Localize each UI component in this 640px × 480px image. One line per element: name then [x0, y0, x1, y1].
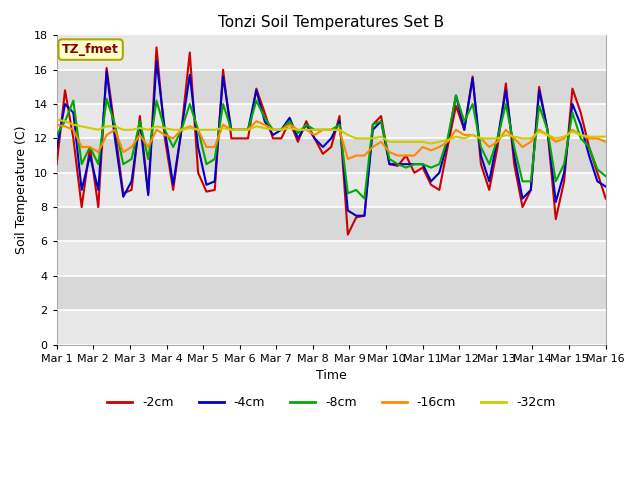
- -4cm: [153, 58, 161, 64]
- -4cm: [311, 135, 319, 141]
- -4cm: [95, 187, 102, 193]
- -4cm: [120, 194, 127, 200]
- -2cm: [95, 204, 102, 210]
- -32cm: [477, 135, 484, 141]
- -16cm: [568, 127, 576, 132]
- Bar: [57, 173, 605, 207]
- -8cm: [53, 132, 61, 138]
- -2cm: [311, 135, 319, 141]
- Bar: [57, 310, 605, 345]
- -32cm: [136, 125, 144, 131]
- -8cm: [278, 127, 285, 132]
- -32cm: [278, 127, 285, 132]
- -8cm: [452, 93, 460, 98]
- Bar: [57, 207, 605, 241]
- -2cm: [602, 196, 609, 202]
- Y-axis label: Soil Temperature (C): Soil Temperature (C): [15, 126, 28, 254]
- -2cm: [286, 119, 294, 124]
- Bar: [57, 138, 605, 173]
- -4cm: [485, 179, 493, 184]
- -8cm: [568, 110, 576, 116]
- -16cm: [53, 122, 61, 128]
- -16cm: [120, 149, 127, 155]
- Bar: [57, 36, 605, 70]
- -4cm: [53, 146, 61, 152]
- -8cm: [303, 122, 310, 128]
- -16cm: [95, 149, 102, 155]
- Line: -2cm: -2cm: [57, 48, 605, 235]
- -4cm: [286, 115, 294, 120]
- -2cm: [53, 161, 61, 167]
- -16cm: [602, 139, 609, 144]
- Bar: [57, 70, 605, 104]
- -2cm: [568, 86, 576, 92]
- -4cm: [568, 101, 576, 107]
- -32cm: [602, 134, 609, 140]
- Title: Tonzi Soil Temperatures Set B: Tonzi Soil Temperatures Set B: [218, 15, 444, 30]
- -8cm: [95, 161, 102, 167]
- Bar: [57, 104, 605, 138]
- -2cm: [153, 45, 161, 50]
- -2cm: [120, 191, 127, 196]
- Bar: [57, 241, 605, 276]
- -2cm: [344, 232, 351, 238]
- Line: -4cm: -4cm: [57, 61, 605, 216]
- -32cm: [568, 129, 576, 134]
- -8cm: [120, 161, 127, 167]
- Line: -32cm: -32cm: [57, 120, 605, 144]
- -4cm: [352, 213, 360, 218]
- -8cm: [360, 196, 368, 202]
- -8cm: [602, 173, 609, 179]
- -32cm: [53, 117, 61, 122]
- -2cm: [485, 187, 493, 193]
- -16cm: [286, 122, 294, 128]
- -32cm: [120, 127, 127, 132]
- Legend: -2cm, -4cm, -8cm, -16cm, -32cm: -2cm, -4cm, -8cm, -16cm, -32cm: [102, 391, 561, 414]
- -16cm: [311, 132, 319, 138]
- Line: -8cm: -8cm: [57, 96, 605, 199]
- Text: TZ_fmet: TZ_fmet: [62, 43, 119, 56]
- Bar: [57, 276, 605, 310]
- -8cm: [485, 161, 493, 167]
- -16cm: [344, 156, 351, 162]
- -4cm: [602, 184, 609, 190]
- -32cm: [427, 141, 435, 146]
- -16cm: [485, 144, 493, 150]
- -16cm: [253, 119, 260, 124]
- Line: -16cm: -16cm: [57, 121, 605, 159]
- -32cm: [303, 127, 310, 132]
- X-axis label: Time: Time: [316, 369, 347, 382]
